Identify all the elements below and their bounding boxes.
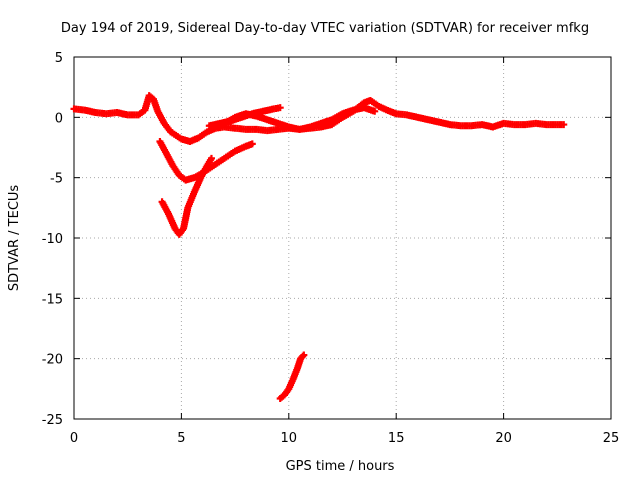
series-lower-arc (156, 137, 256, 184)
data-point (371, 107, 379, 115)
x-tick-label: 0 (70, 431, 78, 446)
x-axis-label: GPS time / hours (286, 459, 395, 474)
y-tick-label: -20 (42, 353, 63, 368)
data-point (560, 121, 568, 129)
y-tick-label: -10 (42, 232, 63, 247)
chart-title: Day 194 of 2019, Sidereal Day-to-day VTE… (61, 21, 589, 36)
series-isolated-segment (276, 351, 308, 402)
x-axis: 0 5 10 15 20 25 (70, 57, 619, 446)
data-point (248, 140, 256, 148)
series-main-trace (70, 92, 568, 145)
data-point (207, 154, 215, 162)
x-tick-label: 25 (603, 431, 620, 446)
y-tick-label: 5 (55, 51, 63, 66)
series-dip-trace (158, 154, 215, 238)
data-point (276, 104, 284, 112)
data-points (70, 92, 568, 402)
x-tick-label: 5 (177, 431, 185, 446)
y-tick-label: -5 (50, 172, 63, 187)
x-tick-label: 20 (495, 431, 512, 446)
x-tick-label: 15 (388, 431, 405, 446)
y-axis-label: SDTVAR / TECUs (7, 185, 22, 292)
y-axis: 5 0 -5 -10 -15 -20 -25 (42, 51, 611, 428)
y-tick-label: -15 (42, 292, 63, 307)
x-tick-label: 10 (281, 431, 298, 446)
y-tick-label: -25 (42, 413, 63, 428)
grid (74, 57, 611, 419)
data-point (300, 351, 308, 359)
series-mid-branch (220, 104, 379, 133)
y-tick-label: 0 (55, 111, 63, 126)
